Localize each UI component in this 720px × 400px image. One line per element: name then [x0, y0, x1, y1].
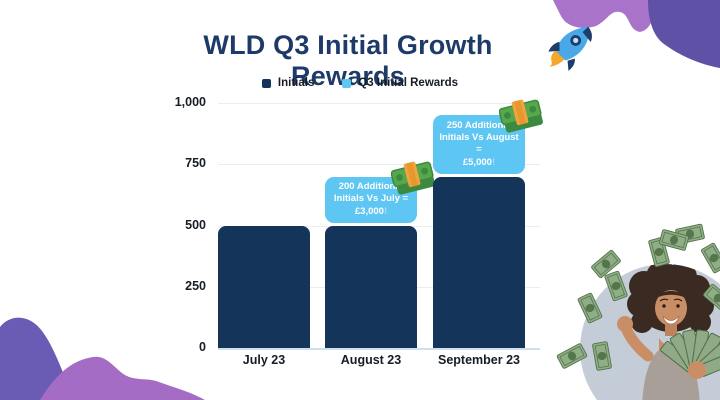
- bar-initials-september-23: [433, 176, 525, 348]
- gridline-750: [218, 164, 540, 166]
- legend-swatch: [342, 78, 352, 88]
- x-label-september-23: September 23: [438, 353, 520, 367]
- money-fan: [660, 329, 720, 379]
- x-label-august-23: August 23: [340, 353, 402, 367]
- dollar-bill-icon: [577, 292, 603, 324]
- annotation-line: Initials Vs August =: [439, 132, 519, 156]
- annotation-value: £5,000!: [436, 157, 522, 169]
- corner-blob-bottom-left: [0, 317, 205, 400]
- legend-label: Q3 Initial Rewards: [358, 77, 459, 89]
- woman-celebrating-with-cash-photo: [580, 264, 720, 400]
- dollar-bill-icon: [700, 242, 720, 274]
- annotation-amount: £3,000: [354, 205, 384, 217]
- dollar-bill-icon: [556, 342, 588, 369]
- y-tick-label-250: 250: [185, 278, 206, 293]
- gridline-0: [218, 348, 540, 350]
- y-tick-label-750: 750: [185, 156, 206, 171]
- x-label-july-23: July 23: [242, 353, 286, 367]
- rocket-icon: [548, 26, 592, 71]
- y-tick-label-500: 500: [185, 217, 206, 232]
- annotation-exclaim: !: [491, 156, 496, 168]
- bar-initials-august-23: [325, 225, 417, 348]
- dollar-bill-icon: [702, 283, 720, 313]
- bar-initials-july-23: [218, 225, 310, 348]
- bar-rewards-august-23: 200 Additional Initials Vs July = £3,000!: [325, 161, 435, 223]
- page-title: WLD Q3 Initial Growth Rewards: [203, 30, 493, 91]
- money-stack-icon: [498, 97, 545, 137]
- annotation-value: £3,000!: [328, 206, 414, 218]
- dollar-bill-icon: [658, 229, 690, 252]
- annotation-amount: £5,000: [462, 156, 492, 168]
- dollar-bill-icon: [604, 270, 629, 302]
- annotation-line: 250 Additional: [446, 119, 512, 131]
- plot-area: 200 Additional Initials Vs July = £3,000! 2…: [218, 99, 543, 350]
- chart-legend: Initials Q3 Initial Rewards: [100, 77, 620, 89]
- gridline-1,000: [218, 103, 540, 104]
- legend-swatch: [261, 78, 271, 88]
- y-tick-label-1,000: 1,000: [174, 95, 206, 109]
- legend-item-initials: Initials: [261, 77, 315, 89]
- annotation-line: Initials Vs July =: [333, 193, 409, 205]
- dollar-bill-icon: [592, 341, 613, 371]
- dollar-bill-icon: [590, 249, 622, 279]
- woman-illustration: [617, 264, 720, 400]
- legend-item-q3-initial-rewards: Q3 Initial Rewards: [342, 77, 458, 89]
- legend-label: Initials: [277, 77, 315, 89]
- y-tick-label-0: 0: [199, 340, 206, 354]
- money-stack-icon: [390, 159, 437, 199]
- bar-rewards-september-23: 250 Additional Initials Vs August = £5,000…: [433, 99, 543, 174]
- annotation-exclaim: !: [383, 205, 388, 217]
- annotation-line: 200 Additional: [338, 180, 404, 192]
